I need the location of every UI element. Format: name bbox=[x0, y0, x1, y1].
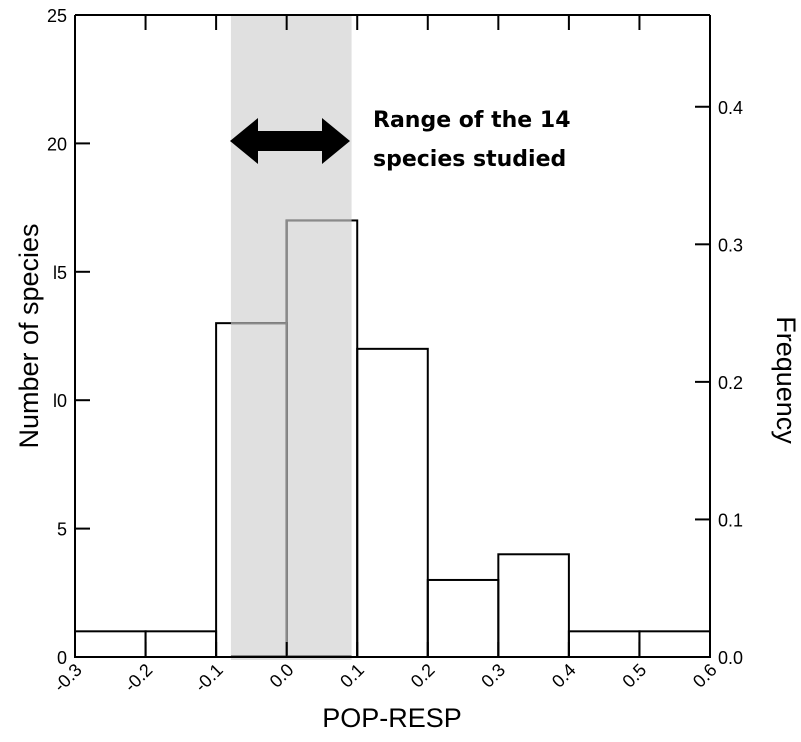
y-right-axis-title: Frequency bbox=[771, 316, 801, 444]
y-tick-label: 0 bbox=[57, 648, 67, 668]
y-right-tick-label: 0.0 bbox=[718, 648, 743, 668]
y-right-tick-label: 0.2 bbox=[718, 373, 743, 393]
y-right-tick-label: 0.3 bbox=[718, 235, 743, 255]
double-arrow-icon bbox=[230, 118, 350, 164]
highlight-layer bbox=[230, 15, 352, 660]
y-tick-label: 20 bbox=[47, 134, 67, 154]
y-right-tick-label: 0.4 bbox=[718, 98, 743, 118]
y-tick-label: l0 bbox=[53, 391, 67, 411]
x-axis-title: POP-RESP bbox=[322, 703, 462, 733]
y-tick-label: 25 bbox=[47, 6, 67, 26]
y-tick-label: 5 bbox=[57, 520, 67, 540]
y-axis-title: Number of species bbox=[14, 223, 44, 448]
y-tick-label: l5 bbox=[53, 263, 67, 283]
annotation-line-2: species studied bbox=[373, 147, 566, 172]
highlight-range bbox=[230, 15, 352, 660]
plot-frame-layer bbox=[74, 14, 711, 658]
annotation-line-1: Range of the 14 bbox=[373, 108, 571, 133]
y-right-tick-label: 0.1 bbox=[718, 510, 743, 530]
annotation: Range of the 14 species studied bbox=[230, 108, 571, 172]
